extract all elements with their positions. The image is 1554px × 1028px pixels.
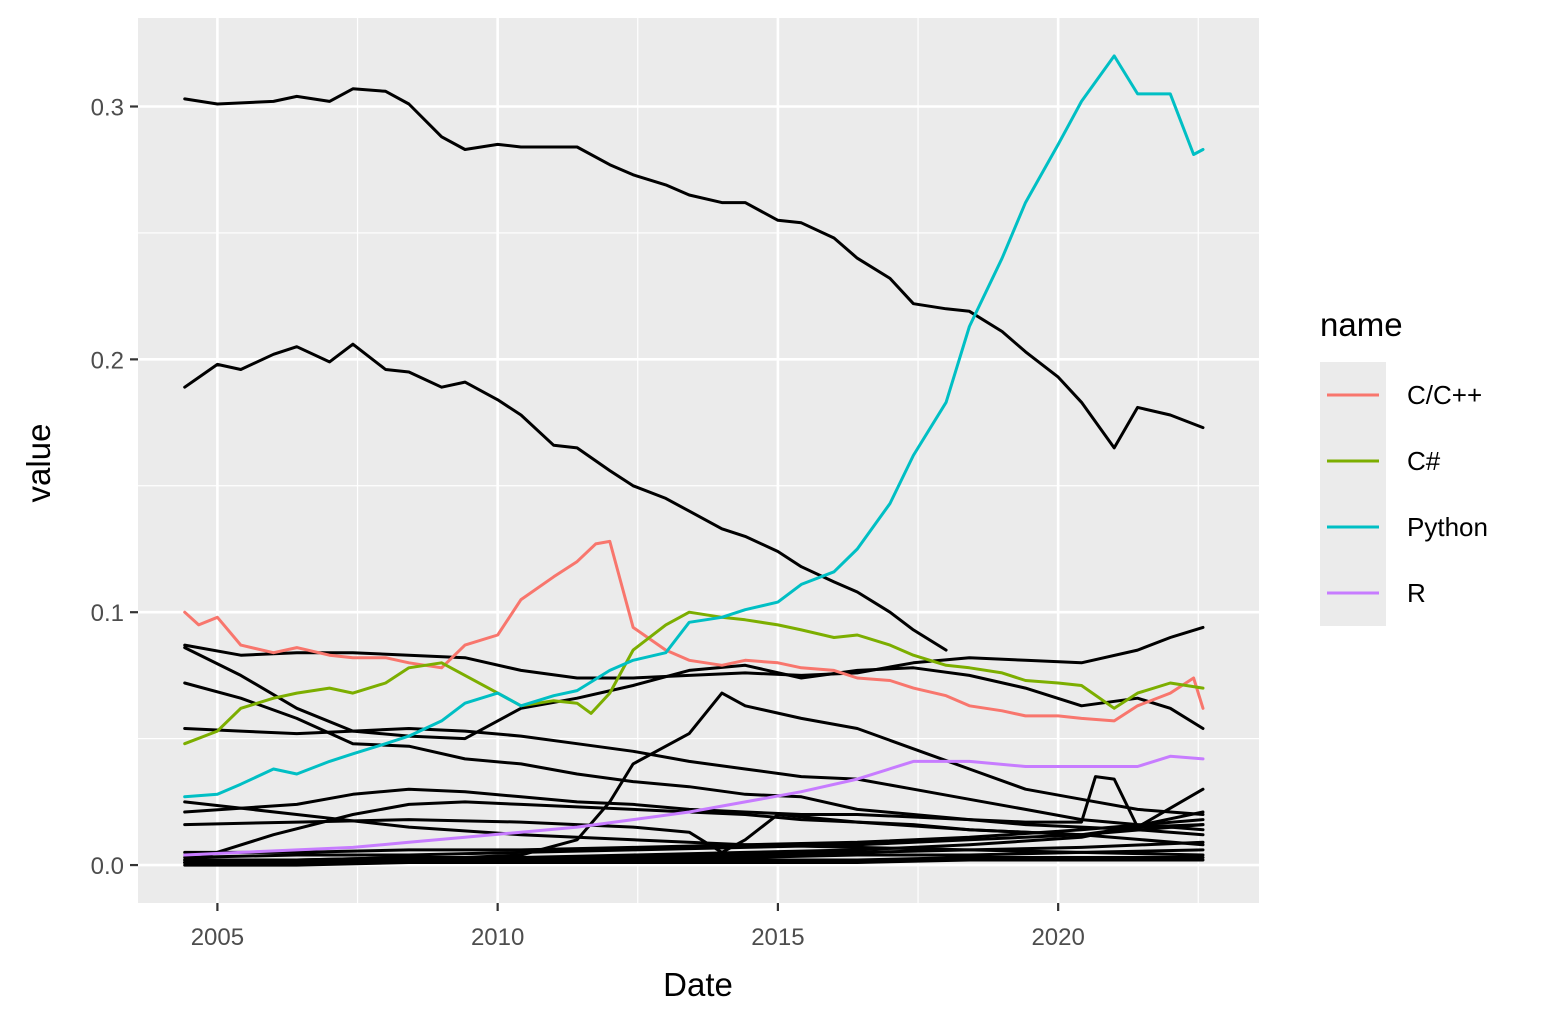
series-line-r — [183, 754, 1205, 857]
series-line-c-ccpp — [183, 539, 1205, 723]
series-line-other-21 — [183, 858, 1205, 867]
y-tick-label: 0.0 — [91, 853, 124, 880]
y-tick-label: 0.1 — [91, 600, 124, 627]
series-line-other-8 — [183, 681, 1205, 837]
x-tick-label: 2005 — [191, 924, 244, 951]
legend-entry-label: Python — [1407, 512, 1488, 542]
series-line-other-19 — [183, 848, 1205, 862]
x-tick-label: 2010 — [471, 924, 524, 951]
y-tick-label: 0.3 — [91, 95, 124, 122]
series-line-c — [183, 610, 1205, 746]
legend-entry-label: C# — [1407, 446, 1441, 476]
legend-entry-label: C/C++ — [1407, 380, 1482, 410]
series-line-other-9 — [183, 727, 1205, 832]
y-axis-title: value — [20, 424, 57, 503]
x-tick-label: 2015 — [751, 924, 804, 951]
legend-entries: C/C++ C# Python R — [1327, 380, 1488, 608]
minor-gridlines — [138, 18, 1259, 903]
legend-entry-label: R — [1407, 578, 1426, 608]
series-line-other-6 — [183, 625, 1205, 680]
other-series-lines — [183, 87, 1205, 867]
series-line-other-4 — [183, 87, 1205, 450]
legend: name C/C++ C# Python R — [1320, 306, 1488, 626]
series-line-other-17 — [183, 818, 1205, 854]
series-line-other-15 — [183, 823, 1205, 859]
x-axis-ticks: 2005 2010 2015 2020 — [191, 903, 1085, 951]
y-axis-ticks: 0.0 0.1 0.2 0.3 — [91, 95, 138, 880]
y-tick-label: 0.2 — [91, 347, 124, 374]
series-line-other-5 — [183, 342, 948, 652]
series-line-python — [183, 54, 1205, 799]
major-gridlines — [138, 18, 1259, 903]
series-line-other-14 — [183, 800, 1205, 857]
legend-key-background — [1320, 362, 1386, 626]
legend-title: name — [1320, 306, 1403, 343]
series-line-other-11 — [183, 775, 1205, 829]
x-tick-label: 2020 — [1031, 924, 1084, 951]
highlighted-series-lines — [183, 54, 1205, 857]
plot-panel — [138, 18, 1259, 903]
x-axis-title: Date — [663, 966, 733, 1003]
